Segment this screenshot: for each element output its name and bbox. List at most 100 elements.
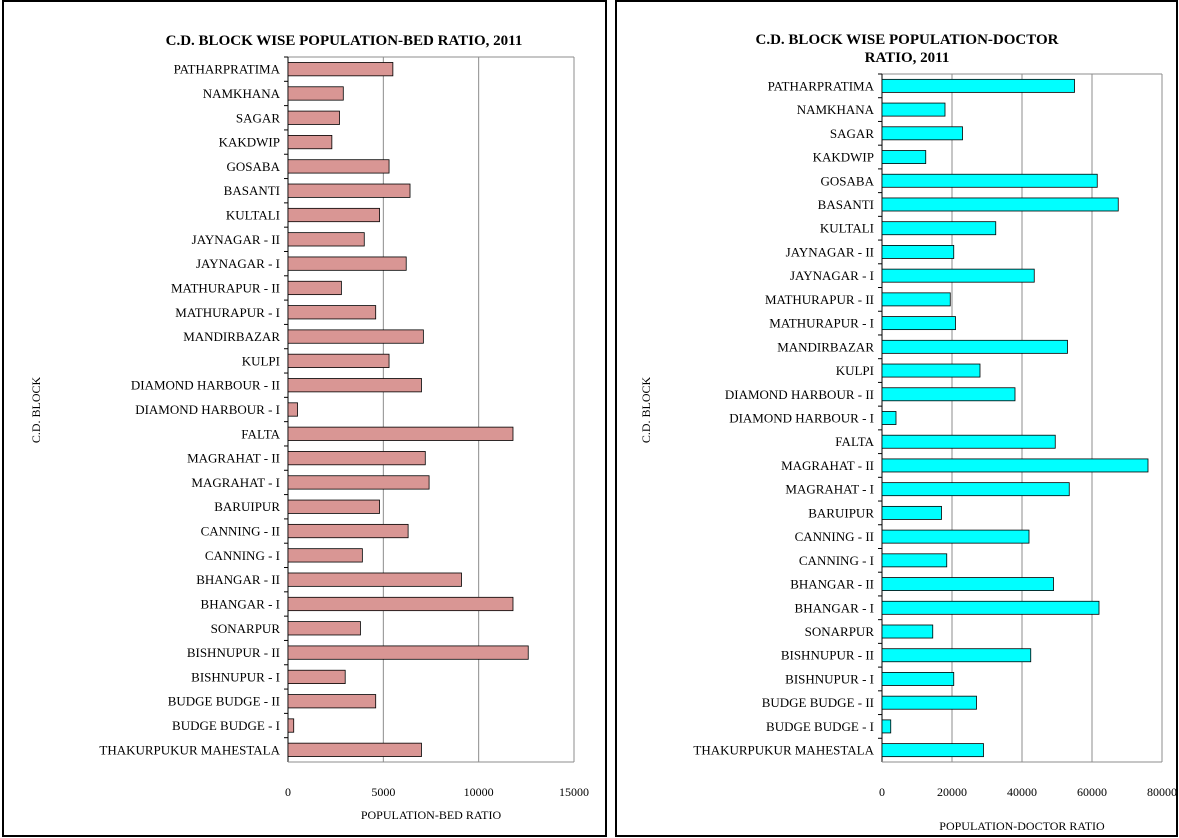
category-label: BISHNUPUR - II bbox=[781, 648, 874, 663]
category-label: BUDGE BUDGE - I bbox=[766, 719, 874, 734]
chart-title-line: RATIO, 2011 bbox=[865, 50, 950, 66]
category-label: BARUIPUR bbox=[214, 499, 280, 514]
x-tick-label: 15000 bbox=[559, 785, 589, 799]
bar-mandirbazar bbox=[287, 329, 424, 344]
bar-diamond-harbour-i bbox=[287, 402, 298, 417]
category-label: KULTALI bbox=[226, 208, 280, 223]
category-label: SONARPUR bbox=[805, 624, 875, 639]
bar-jaynagar-i bbox=[287, 256, 407, 271]
category-label: MATHURAPUR - I bbox=[175, 305, 280, 320]
category-label: SAGAR bbox=[830, 126, 874, 141]
bar-mathurapur-i bbox=[881, 316, 956, 331]
doctor-ratio-chart-panel: C.D. BLOCK WISE POPULATION-DOCTOR RATIO, … bbox=[615, 0, 1178, 837]
bar-kultali bbox=[881, 221, 997, 236]
category-label: BHANGAR - I bbox=[201, 596, 280, 611]
category-label: BUDGE BUDGE - II bbox=[762, 695, 874, 710]
bar-budge-budge-i bbox=[881, 719, 892, 734]
bar-gosaba bbox=[881, 173, 1098, 188]
x-tick-label: 10000 bbox=[464, 785, 494, 799]
bar-diamond-harbour-ii bbox=[881, 387, 1016, 402]
category-label: KULTALI bbox=[820, 221, 874, 236]
category-label: BHANGAR - II bbox=[196, 572, 280, 587]
category-label: GOSABA bbox=[227, 159, 281, 174]
bar-gosaba bbox=[287, 159, 390, 174]
bed-ratio-chart-panel: C.D. BLOCK WISE POPULATION-BED RATIO, 20… bbox=[2, 0, 607, 837]
bar-namkhana bbox=[287, 86, 344, 101]
bar-diamond-harbour-i bbox=[881, 411, 897, 425]
bar-basanti bbox=[881, 197, 1119, 212]
bar-bhangar-ii bbox=[287, 572, 462, 587]
category-label: BISHNUPUR - I bbox=[785, 671, 874, 686]
bar-magrahat-i bbox=[881, 482, 1070, 497]
category-label: JAYNAGAR - II bbox=[192, 232, 280, 247]
bar-magrahat-ii bbox=[881, 458, 1149, 473]
category-label: CANNING - I bbox=[799, 553, 874, 568]
category-label: FALTA bbox=[241, 426, 280, 441]
bar-canning-ii bbox=[287, 523, 409, 539]
doctor-ratio-chart: C.D. BLOCK WISE POPULATION-DOCTOR RATIO, … bbox=[639, 32, 1176, 833]
category-label: MANDIRBAZAR bbox=[777, 339, 874, 354]
category-label: BUDGE BUDGE - II bbox=[168, 694, 280, 709]
bar-baruipur bbox=[287, 499, 380, 514]
bar-jaynagar-i bbox=[881, 268, 1035, 283]
bar-bishnupur-ii bbox=[881, 648, 1032, 663]
category-label: MAGRAHAT - II bbox=[187, 451, 280, 466]
bar-budge-budge-ii bbox=[287, 694, 377, 709]
bar-bhangar-i bbox=[287, 596, 514, 612]
category-label: THAKURPUKUR MAHESTALA bbox=[693, 743, 874, 758]
category-label: KULPI bbox=[836, 363, 874, 378]
bar-bishnupur-i bbox=[881, 672, 955, 686]
category-label: MANDIRBAZAR bbox=[183, 329, 280, 344]
bar-basanti bbox=[287, 183, 411, 198]
bar-jaynagar-ii bbox=[881, 245, 955, 259]
category-label: PATHARPRATIMA bbox=[768, 78, 875, 93]
bar-canning-i bbox=[881, 553, 948, 568]
category-label: KULPI bbox=[242, 353, 280, 368]
bar-thakurpukur-mahestala bbox=[881, 743, 984, 758]
x-tick-label: 60000 bbox=[1077, 785, 1107, 799]
y-axis-label: C.D. BLOCK bbox=[639, 376, 653, 443]
x-axis-label: POPULATION-BED RATIO bbox=[361, 808, 502, 822]
category-label: BHANGAR - II bbox=[790, 577, 874, 592]
category-label: PATHARPRATIMA bbox=[174, 62, 281, 77]
bar-thakurpukur-mahestala bbox=[287, 742, 422, 757]
bar-falta bbox=[287, 426, 514, 441]
category-label: DIAMOND HARBOUR - I bbox=[729, 411, 874, 426]
bar-sonarpur bbox=[881, 624, 934, 639]
category-label: MAGRAHAT - I bbox=[191, 475, 280, 490]
bar-patharpratima bbox=[287, 62, 394, 77]
bar-magrahat-ii bbox=[287, 451, 426, 466]
bar-sagar bbox=[287, 110, 340, 125]
category-label: CANNING - II bbox=[201, 524, 280, 539]
category-label: NAMKHANA bbox=[797, 102, 875, 117]
bar-mathurapur-ii bbox=[287, 280, 342, 296]
category-label: DIAMOND HARBOUR - II bbox=[131, 378, 280, 393]
bar-bhangar-i bbox=[881, 600, 1100, 615]
category-label: JAYNAGAR - I bbox=[196, 256, 280, 271]
bar-bishnupur-ii bbox=[287, 645, 529, 660]
category-label: MATHURAPUR - II bbox=[171, 280, 280, 295]
bar-magrahat-i bbox=[287, 475, 430, 490]
x-tick-label: 20000 bbox=[937, 785, 967, 799]
bar-baruipur bbox=[881, 505, 942, 520]
category-label: MAGRAHAT - I bbox=[785, 482, 874, 497]
bar-budge-budge-ii bbox=[881, 695, 977, 710]
category-label: BASANTI bbox=[818, 197, 874, 212]
bar-diamond-harbour-ii bbox=[287, 378, 422, 393]
bar-kakdwip bbox=[881, 150, 927, 164]
x-tick-label: 80000 bbox=[1147, 785, 1176, 799]
bar-kakdwip bbox=[287, 135, 333, 150]
category-label: KAKDWIP bbox=[219, 135, 280, 150]
bar-canning-ii bbox=[881, 529, 1030, 544]
bar-jaynagar-ii bbox=[287, 232, 365, 247]
category-label: FALTA bbox=[835, 434, 874, 449]
category-label: BHANGAR - I bbox=[795, 600, 874, 615]
bar-mandirbazar bbox=[881, 339, 1068, 354]
x-tick-label: 0 bbox=[285, 785, 291, 799]
category-label: MAGRAHAT - II bbox=[781, 458, 874, 473]
category-label: THAKURPUKUR MAHESTALA bbox=[99, 742, 280, 757]
bar-bishnupur-i bbox=[287, 669, 346, 684]
category-label: DIAMOND HARBOUR - II bbox=[725, 387, 874, 402]
category-label: MATHURAPUR - II bbox=[765, 292, 874, 307]
x-axis-label: POPULATION-DOCTOR RATIO bbox=[939, 819, 1105, 833]
